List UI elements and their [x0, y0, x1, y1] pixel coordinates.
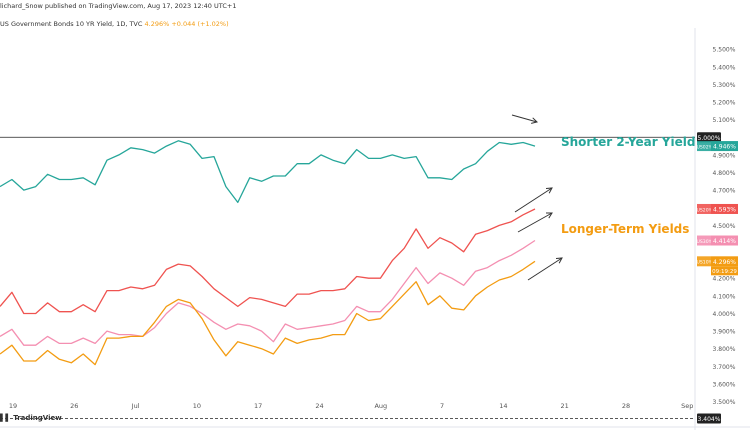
x-tick-label: 17 [254, 402, 262, 410]
ticker-name-label: US10Y [697, 260, 712, 266]
y-tick-label: 3.700% [713, 364, 736, 371]
series-line-us20y [0, 208, 536, 315]
x-tick-label: 14 [499, 402, 507, 410]
x-tick-label: 24 [315, 402, 323, 410]
series-line-us30y [0, 239, 536, 346]
ticker-label-bg [697, 203, 711, 214]
y-tick-label: 4.200% [713, 276, 736, 283]
countdown-label: 09:19:29 [712, 269, 737, 275]
x-tick-label: 10 [193, 402, 201, 410]
trend-arrow-shaft [511, 114, 538, 123]
symbol-line: US Government Bonds 10 YR Yield, 1D, TVC… [0, 20, 229, 28]
last-value-bg [711, 141, 738, 152]
y-tick-label: 5.400% [713, 64, 736, 71]
trend-arrowhead-icon [545, 187, 553, 194]
trend-arrows [511, 114, 563, 281]
trend-arrow-shaft [527, 257, 563, 281]
annotation-short-yield: Shorter 2-Year Yield [561, 135, 695, 149]
last-value-bg [711, 235, 738, 246]
y-tick-label: 5.500% [713, 47, 736, 54]
brand-mark-icon: ▌▌ [0, 414, 14, 422]
y-tick-label: 5.300% [713, 82, 736, 89]
ticker-name-label: US02Y [697, 144, 712, 150]
last-value-bg [711, 256, 738, 267]
ticker-name-label: US20Y [697, 207, 712, 213]
y-tick-label: 3.800% [713, 346, 736, 353]
x-tick-label: 7 [440, 402, 444, 410]
y-tick-label: 3.500% [713, 399, 736, 406]
trend-arrowhead-icon [555, 257, 563, 264]
x-tick-label: 26 [70, 402, 78, 410]
annotations: Shorter 2-Year Yield Longer-Term Yields [561, 135, 695, 236]
y-tick-label: 5.100% [713, 117, 736, 124]
y-tick-label: 5.200% [713, 100, 736, 107]
y-tick-label: 3.900% [713, 329, 736, 336]
y-tick-label: 4.500% [713, 223, 736, 230]
x-axis-ticks: 19 26 Jul 10 17 24 Aug 7 14 21 28 Sep [9, 402, 694, 410]
trend-arrow-shaft [514, 187, 553, 213]
attribution-text: lichard_Snow published on TradingView.co… [0, 2, 237, 10]
trend-arrowhead-icon [531, 117, 539, 124]
x-tick-label: Sep [681, 402, 693, 410]
last-value-label: 4.414% [713, 238, 736, 245]
level-label: 5.000% [698, 135, 721, 142]
footer-brand: TradingView [13, 414, 62, 422]
reference-lines: 5.000% 3.404% [0, 132, 721, 424]
symbol-description: US Government Bonds 10 YR Yield, 1D, TVC [0, 20, 143, 28]
y-tick-label: 4.100% [713, 293, 736, 300]
symbol-values: 4.296% +0.044 (+1.02%) [144, 20, 229, 28]
x-tick-label: Aug [374, 402, 387, 410]
x-tick-label: 21 [561, 402, 569, 410]
ticker-label-bg [697, 256, 711, 267]
ticker-name-label: US30Y [697, 239, 712, 245]
ticker-label-bg [697, 235, 711, 246]
y-tick-label: 4.700% [713, 188, 736, 195]
y-tick-label: 4.000% [713, 311, 736, 318]
x-tick-label: 19 [9, 402, 17, 410]
last-value-label: 4.593% [713, 206, 736, 213]
last-value-label: 4.946% [713, 144, 736, 151]
last-value-label: 4.296% [713, 259, 736, 266]
y-tick-label: 4.900% [713, 152, 736, 159]
ticker-label-bg [697, 141, 711, 152]
trend-arrowhead-icon [545, 212, 553, 219]
level-label-bg [697, 132, 721, 143]
countdown-bg [711, 266, 738, 276]
y-tick-label: 3.600% [713, 381, 736, 388]
series-line-us02y [0, 140, 536, 204]
x-tick-label: 28 [622, 402, 630, 410]
y-axis-ticks: 5.500% 5.400% 5.300% 5.200% 5.100% 4.900% 4.80… [713, 47, 736, 406]
tradingview-logo: ▌▌ TradingView [0, 414, 62, 422]
last-value-labels: US02Y 4.946%US20Y 4.593%US30Y 4.414%US10Y 4.… [697, 141, 738, 276]
annotation-long-yields: Longer-Term Yields [561, 222, 689, 236]
bottom-label-bg [697, 413, 721, 424]
trend-arrow-shaft [517, 212, 553, 233]
x-tick-label: Jul [131, 402, 140, 410]
bottom-label: 3.404% [698, 416, 721, 423]
y-tick-label: 4.800% [713, 170, 736, 177]
last-value-bg [711, 203, 738, 214]
series-line-us10y [0, 260, 536, 366]
series-lines [0, 140, 536, 366]
